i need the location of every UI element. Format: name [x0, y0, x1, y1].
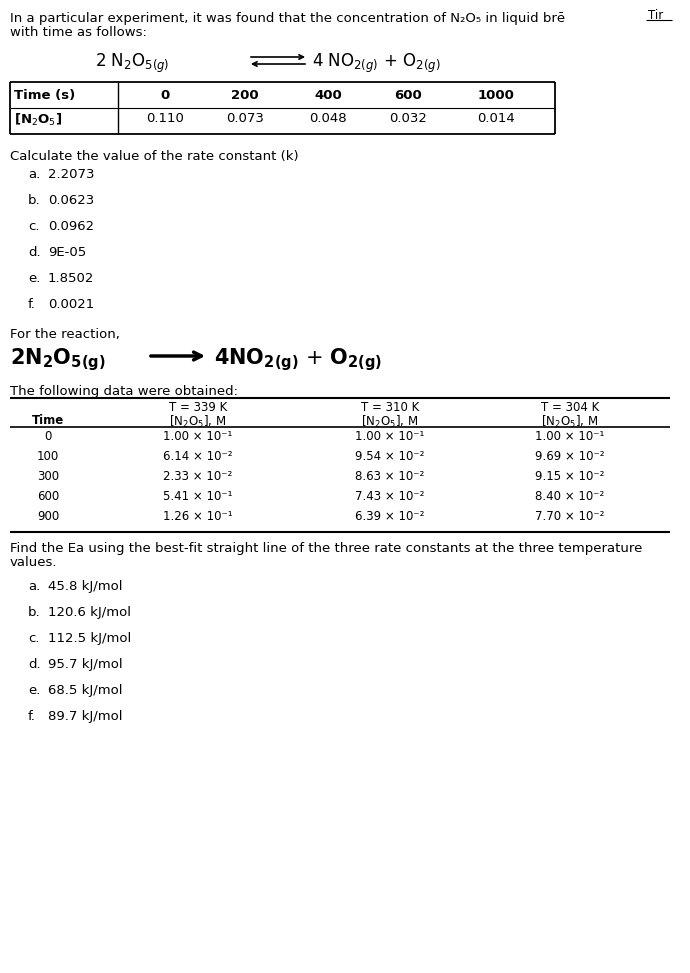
Text: 5.41 × 10⁻¹: 5.41 × 10⁻¹	[164, 490, 233, 503]
Text: d.: d.	[28, 658, 41, 671]
Text: 0.0623: 0.0623	[48, 194, 95, 207]
Text: 600: 600	[37, 490, 59, 503]
Text: 4 NO$_{2(g)}$ + O$_{2(g)}$: 4 NO$_{2(g)}$ + O$_{2(g)}$	[312, 52, 440, 75]
Text: 2 N$_2$O$_{5(g)}$: 2 N$_2$O$_{5(g)}$	[95, 52, 170, 75]
Text: 600: 600	[394, 89, 422, 102]
Text: 6.39 × 10⁻²: 6.39 × 10⁻²	[355, 510, 424, 523]
Text: 0.032: 0.032	[389, 112, 427, 125]
Text: T = 310 K: T = 310 K	[361, 401, 419, 414]
Text: [N$_2$O$_5$], M: [N$_2$O$_5$], M	[362, 414, 419, 430]
Text: 9.54 × 10⁻²: 9.54 × 10⁻²	[355, 450, 424, 463]
Text: b.: b.	[28, 606, 41, 619]
Text: c.: c.	[28, 220, 39, 233]
Text: 0.0962: 0.0962	[48, 220, 94, 233]
Text: 120.6 kJ/mol: 120.6 kJ/mol	[48, 606, 131, 619]
Text: 0.014: 0.014	[477, 112, 515, 125]
Text: $\mathbf{2N_2O_{5(g)}}$: $\mathbf{2N_2O_{5(g)}}$	[10, 346, 106, 373]
Text: 8.63 × 10⁻²: 8.63 × 10⁻²	[355, 470, 424, 483]
Text: In a particular experiment, it was found that the concentration of N₂O₅ in liqui: In a particular experiment, it was found…	[10, 12, 565, 25]
Text: T = 339 K: T = 339 K	[169, 401, 227, 414]
Text: 95.7 kJ/mol: 95.7 kJ/mol	[48, 658, 123, 671]
Text: 112.5 kJ/mol: 112.5 kJ/mol	[48, 632, 131, 645]
Text: 8.40 × 10⁻²: 8.40 × 10⁻²	[535, 490, 604, 503]
Text: a.: a.	[28, 580, 40, 593]
Text: 1.8502: 1.8502	[48, 272, 95, 285]
Text: with time as follows:: with time as follows:	[10, 26, 147, 39]
Text: [N$_2$O$_5$], M: [N$_2$O$_5$], M	[542, 414, 598, 430]
Text: 1000: 1000	[477, 89, 515, 102]
Text: 0.073: 0.073	[226, 112, 264, 125]
Text: 9.15 × 10⁻²: 9.15 × 10⁻²	[535, 470, 604, 483]
Text: 400: 400	[314, 89, 342, 102]
Text: 7.70 × 10⁻²: 7.70 × 10⁻²	[535, 510, 604, 523]
Text: 89.7 kJ/mol: 89.7 kJ/mol	[48, 710, 123, 723]
Text: 1.00 × 10⁻¹: 1.00 × 10⁻¹	[355, 430, 424, 443]
Text: For the reaction,: For the reaction,	[10, 328, 120, 341]
Text: e.: e.	[28, 684, 41, 697]
Text: Time (s): Time (s)	[14, 89, 75, 102]
Text: 0.110: 0.110	[146, 112, 184, 125]
Text: T = 304 K: T = 304 K	[541, 401, 599, 414]
Text: 68.5 kJ/mol: 68.5 kJ/mol	[48, 684, 123, 697]
Text: $\mathbf{4NO_{2(g)}}$ + $\mathbf{O_{2(g)}}$: $\mathbf{4NO_{2(g)}}$ + $\mathbf{O_{2(g)…	[214, 346, 382, 373]
Text: c.: c.	[28, 632, 39, 645]
Text: 900: 900	[37, 510, 59, 523]
Text: 6.14 × 10⁻²: 6.14 × 10⁻²	[164, 450, 233, 463]
Text: a.: a.	[28, 168, 40, 181]
Text: The following data were obtained:: The following data were obtained:	[10, 385, 238, 398]
Text: 200: 200	[231, 89, 259, 102]
Text: 0.048: 0.048	[309, 112, 347, 125]
Text: f.: f.	[28, 298, 36, 311]
Text: 1.00 × 10⁻¹: 1.00 × 10⁻¹	[164, 430, 233, 443]
Text: values.: values.	[10, 556, 57, 569]
Text: [N$_2$O$_5$]: [N$_2$O$_5$]	[14, 112, 62, 128]
Text: 0.0021: 0.0021	[48, 298, 95, 311]
Text: Time: Time	[32, 414, 64, 427]
Text: 7.43 × 10⁻²: 7.43 × 10⁻²	[355, 490, 424, 503]
Text: 0: 0	[44, 430, 52, 443]
Text: 1.00 × 10⁻¹: 1.00 × 10⁻¹	[535, 430, 604, 443]
Text: 1.26 × 10⁻¹: 1.26 × 10⁻¹	[164, 510, 233, 523]
Text: d.: d.	[28, 246, 41, 259]
Text: 100: 100	[37, 450, 59, 463]
Text: Calculate the value of the rate constant (k): Calculate the value of the rate constant…	[10, 150, 299, 163]
Text: Tir: Tir	[648, 9, 663, 22]
Text: Find the Ea using the best-fit straight line of the three rate constants at the : Find the Ea using the best-fit straight …	[10, 542, 642, 555]
Text: 9E-05: 9E-05	[48, 246, 86, 259]
Text: b.: b.	[28, 194, 41, 207]
Text: 2.2073: 2.2073	[48, 168, 95, 181]
Text: 9.69 × 10⁻²: 9.69 × 10⁻²	[535, 450, 604, 463]
Text: [N$_2$O$_5$], M: [N$_2$O$_5$], M	[170, 414, 226, 430]
Text: 0: 0	[160, 89, 170, 102]
Text: e.: e.	[28, 272, 41, 285]
Text: f.: f.	[28, 710, 36, 723]
Text: 300: 300	[37, 470, 59, 483]
Text: 45.8 kJ/mol: 45.8 kJ/mol	[48, 580, 123, 593]
Text: 2.33 × 10⁻²: 2.33 × 10⁻²	[164, 470, 233, 483]
